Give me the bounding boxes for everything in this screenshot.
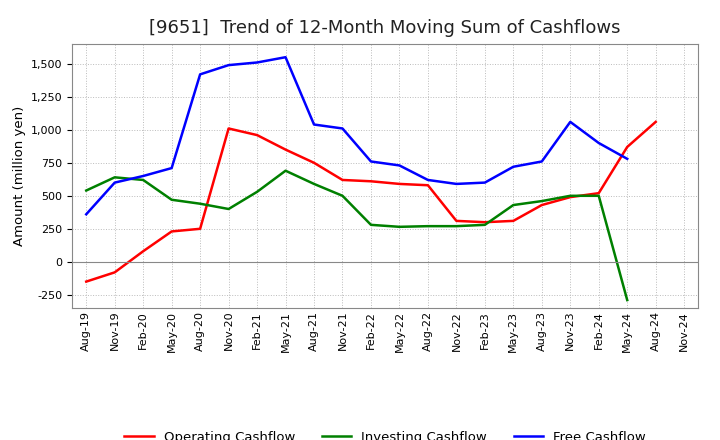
Operating Cashflow <box>196 226 204 231</box>
Free Cashflow <box>82 212 91 217</box>
Investing Cashflow <box>623 297 631 303</box>
Operating Cashflow <box>282 147 290 152</box>
Free Cashflow <box>395 163 404 168</box>
Free Cashflow <box>167 165 176 171</box>
Investing Cashflow <box>167 197 176 202</box>
Investing Cashflow <box>480 222 489 227</box>
Free Cashflow <box>253 60 261 65</box>
Investing Cashflow <box>225 206 233 212</box>
Operating Cashflow <box>225 126 233 131</box>
Legend: Operating Cashflow, Investing Cashflow, Free Cashflow: Operating Cashflow, Investing Cashflow, … <box>120 425 651 440</box>
Free Cashflow <box>225 62 233 68</box>
Operating Cashflow <box>395 181 404 187</box>
Investing Cashflow <box>366 222 375 227</box>
Free Cashflow <box>509 164 518 169</box>
Free Cashflow <box>623 156 631 161</box>
Investing Cashflow <box>139 177 148 183</box>
Free Cashflow <box>452 181 461 187</box>
Title: [9651]  Trend of 12-Month Moving Sum of Cashflows: [9651] Trend of 12-Month Moving Sum of C… <box>150 19 621 37</box>
Line: Free Cashflow: Free Cashflow <box>86 57 627 214</box>
Operating Cashflow <box>310 160 318 165</box>
Free Cashflow <box>196 72 204 77</box>
Operating Cashflow <box>366 179 375 184</box>
Operating Cashflow <box>509 218 518 224</box>
Y-axis label: Amount (million yen): Amount (million yen) <box>14 106 27 246</box>
Investing Cashflow <box>310 181 318 187</box>
Investing Cashflow <box>338 193 347 198</box>
Investing Cashflow <box>509 202 518 208</box>
Operating Cashflow <box>338 177 347 183</box>
Operating Cashflow <box>652 119 660 125</box>
Investing Cashflow <box>566 193 575 198</box>
Investing Cashflow <box>395 224 404 230</box>
Investing Cashflow <box>82 188 91 193</box>
Free Cashflow <box>338 126 347 131</box>
Free Cashflow <box>282 55 290 60</box>
Free Cashflow <box>480 180 489 185</box>
Free Cashflow <box>139 173 148 179</box>
Investing Cashflow <box>110 175 119 180</box>
Line: Operating Cashflow: Operating Cashflow <box>86 122 656 282</box>
Investing Cashflow <box>253 189 261 194</box>
Free Cashflow <box>595 140 603 146</box>
Operating Cashflow <box>452 218 461 224</box>
Free Cashflow <box>110 180 119 185</box>
Operating Cashflow <box>566 194 575 200</box>
Operating Cashflow <box>623 144 631 150</box>
Operating Cashflow <box>110 270 119 275</box>
Operating Cashflow <box>139 249 148 254</box>
Operating Cashflow <box>595 191 603 196</box>
Free Cashflow <box>310 122 318 127</box>
Line: Investing Cashflow: Investing Cashflow <box>86 171 627 300</box>
Investing Cashflow <box>196 201 204 206</box>
Free Cashflow <box>423 177 432 183</box>
Operating Cashflow <box>253 132 261 138</box>
Investing Cashflow <box>423 224 432 229</box>
Investing Cashflow <box>282 168 290 173</box>
Operating Cashflow <box>82 279 91 284</box>
Operating Cashflow <box>480 220 489 225</box>
Free Cashflow <box>537 159 546 164</box>
Free Cashflow <box>366 159 375 164</box>
Investing Cashflow <box>537 198 546 204</box>
Operating Cashflow <box>423 183 432 188</box>
Operating Cashflow <box>537 202 546 208</box>
Investing Cashflow <box>595 193 603 198</box>
Operating Cashflow <box>167 229 176 234</box>
Investing Cashflow <box>452 224 461 229</box>
Free Cashflow <box>566 119 575 125</box>
